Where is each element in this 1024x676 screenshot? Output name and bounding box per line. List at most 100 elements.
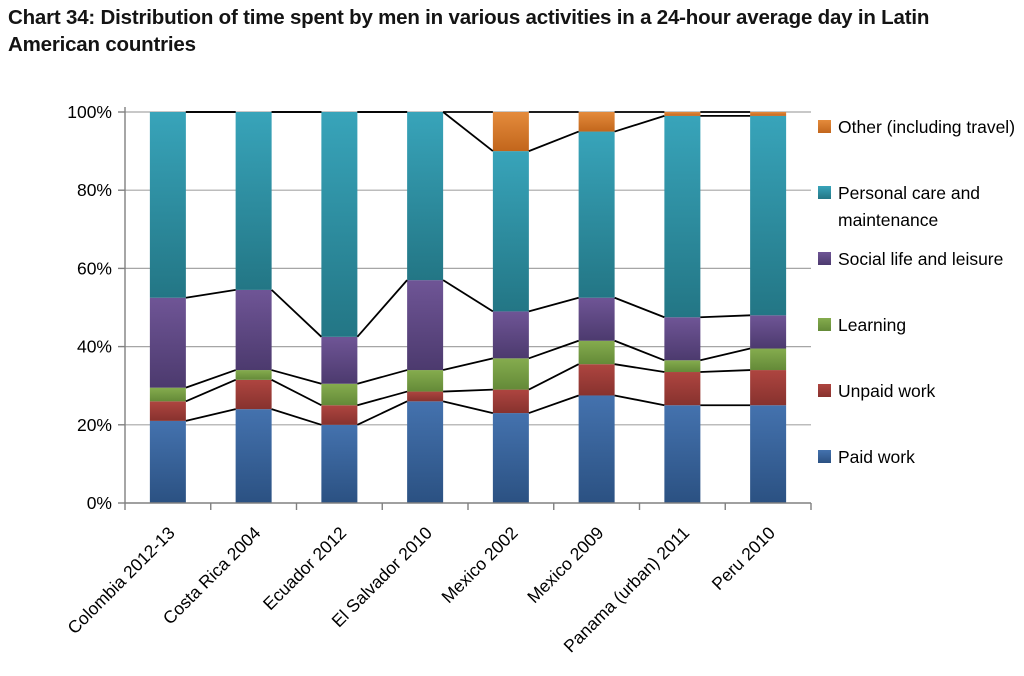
chart-title: Chart 34: Distribution of time spent by …: [8, 6, 930, 57]
series-line-unpaid-work: [443, 388, 493, 393]
bar-segment-learning: [750, 348, 787, 371]
bar-segment-other: [664, 112, 701, 116]
series-line-social-life: [271, 289, 322, 338]
bar-segment-other: [492, 112, 529, 152]
series-line-paid-work: [185, 408, 236, 422]
bar-segment-paid-work: [664, 405, 701, 503]
y-tick-label: 20%: [77, 415, 112, 435]
bar-segment-learning: [149, 387, 186, 402]
bar-segment-unpaid-work: [750, 370, 787, 406]
series-line-social-life: [528, 296, 579, 313]
y-tick-label: 0%: [87, 493, 112, 513]
legend-label-paid-work: Paid work: [838, 447, 915, 467]
series-line-learning: [185, 369, 236, 389]
legend-label-other: Other (including travel): [838, 117, 1016, 137]
legend-swatch-social-life: [818, 252, 831, 265]
y-tick-label: 40%: [77, 337, 112, 357]
series-line-paid-work: [528, 394, 579, 414]
bar-segment-social-life: [235, 289, 272, 371]
legend-label-social-life: Social life and leisure: [838, 249, 1004, 269]
bar-segment-unpaid-work: [492, 389, 529, 414]
series-line-learning: [271, 369, 322, 385]
bar-segment-personal-care: [750, 115, 787, 316]
series-line-social-life: [356, 279, 408, 338]
x-category-label: Mexico 2002: [437, 523, 521, 607]
bar-segment-social-life: [578, 297, 615, 341]
bar-segment-social-life: [407, 280, 444, 371]
bar-segment-paid-work: [407, 401, 444, 503]
series-line-learning: [528, 339, 579, 360]
bar-mexico-2002: [492, 112, 529, 503]
legend-swatch-paid-work: [818, 450, 831, 463]
series-line-unpaid-work: [271, 379, 322, 407]
bar-el-salvador-2010: [407, 112, 444, 503]
bar-panama-urban-2011: [664, 112, 701, 503]
bar-segment-unpaid-work: [149, 401, 186, 421]
legend-swatch-learning: [818, 318, 831, 331]
bar-segment-unpaid-work: [407, 391, 444, 402]
legend-item-other: Other (including travel): [818, 114, 1022, 180]
bar-peru-2010: [750, 112, 787, 503]
bar-segment-social-life: [664, 317, 701, 361]
series-line-unpaid-work: [528, 363, 580, 391]
bar-segment-learning: [321, 383, 358, 406]
bar-segment-paid-work: [149, 420, 186, 503]
bar-segment-social-life: [750, 315, 787, 349]
x-category-label: Peru 2010: [708, 523, 779, 594]
bar-segment-paid-work: [321, 424, 358, 503]
legend-swatch-unpaid-work: [818, 384, 831, 397]
bar-segment-learning: [407, 370, 444, 392]
bar-segment-paid-work: [492, 413, 529, 503]
bar-costa-rica-2004: [235, 112, 272, 503]
bar-segment-social-life: [492, 311, 529, 359]
legend-label-unpaid-work: Unpaid work: [838, 381, 936, 401]
legend-item-paid-work: Paid work: [818, 444, 1022, 510]
legend-swatch-personal-care: [818, 186, 831, 199]
series-line-learning: [442, 357, 494, 371]
series-line-unpaid-work: [185, 379, 236, 403]
bar-segment-unpaid-work: [321, 405, 358, 425]
series-line-social-life: [185, 289, 236, 299]
legend-item-unpaid-work: Unpaid work: [818, 378, 1022, 444]
bar-segment-personal-care: [407, 112, 444, 281]
y-tick-label: 100%: [67, 102, 112, 122]
bar-segment-learning: [492, 358, 529, 390]
y-tick-label: 80%: [77, 180, 112, 200]
series-line-paid-work: [614, 394, 665, 407]
series-line-personal-care: [614, 115, 665, 133]
x-category-label: Mexico 2009: [523, 523, 607, 607]
series-line-paid-work: [442, 400, 494, 414]
bar-segment-learning: [664, 360, 701, 373]
bar-segment-unpaid-work: [664, 372, 701, 406]
bar-segment-personal-care: [149, 112, 186, 298]
bar-mexico-2009: [578, 112, 615, 503]
series-line-personal-care: [442, 111, 494, 152]
series-line-personal-care: [528, 130, 579, 152]
series-line-paid-work: [271, 408, 322, 426]
bar-colombia-2012-13: [149, 112, 186, 503]
series-line-unpaid-work: [357, 390, 408, 407]
series-line-learning: [614, 339, 665, 362]
bar-segment-learning: [235, 370, 272, 380]
bar-segment-learning: [578, 340, 615, 365]
series-line-learning: [700, 347, 751, 362]
series-line-paid-work: [356, 400, 408, 426]
bar-segment-personal-care: [235, 112, 272, 290]
bar-ecuador-2012: [321, 112, 358, 503]
bar-segment-personal-care: [321, 112, 358, 337]
bar-segment-paid-work: [750, 405, 787, 503]
legend-label-personal-care: Personal care and maintenance: [838, 183, 981, 230]
bar-segment-other: [578, 112, 615, 132]
bar-segment-other: [750, 112, 787, 116]
x-category-label: Colombia 2012-13: [63, 523, 178, 638]
series-line-social-life: [614, 296, 665, 319]
bar-segment-personal-care: [664, 115, 701, 318]
y-tick-label: 60%: [77, 258, 112, 278]
series-line-learning: [357, 369, 408, 385]
bar-segment-paid-work: [578, 395, 615, 503]
bar-segment-social-life: [321, 336, 358, 384]
legend-swatch-other: [818, 120, 831, 133]
chart-legend: Other (including travel) Personal care an…: [818, 114, 1022, 510]
